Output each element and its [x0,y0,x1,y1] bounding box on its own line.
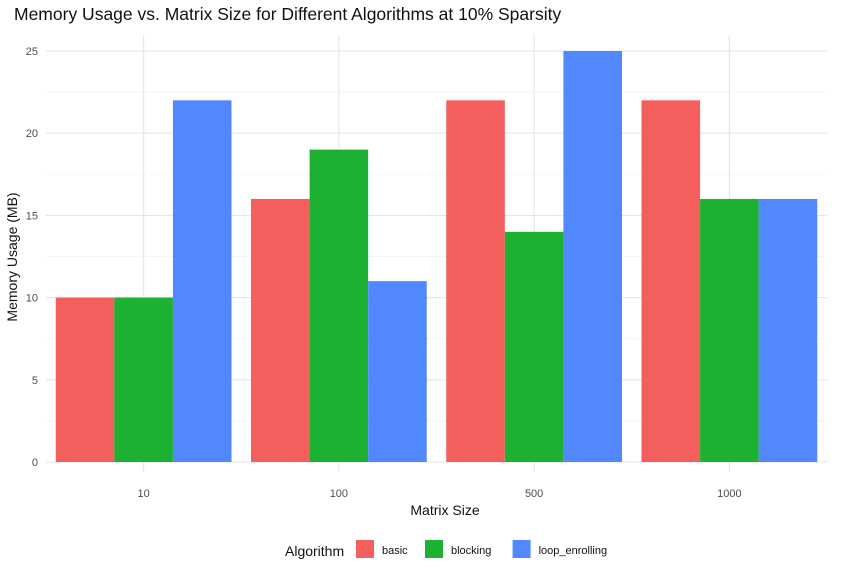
y-tick-label: 10 [26,293,38,305]
bar-basic-500 [446,100,505,462]
chart-title: Memory Usage vs. Matrix Size for Differe… [14,4,561,24]
y-tick-label: 20 [26,128,38,140]
bar-blocking-100 [309,149,369,462]
x-axis-title: Matrix Size [410,502,479,518]
x-tick-label: 1000 [717,488,741,500]
axis-layer: 0 5 10 15 20 25 10 100 500 1000 [26,46,742,500]
bar-blocking-1000 [700,198,759,462]
x-tick-label: 500 [525,488,543,500]
bar-loop_enrolling-1000 [758,198,818,462]
legend-key-loop_enrolling [512,540,531,558]
legend-label-basic: basic [382,545,408,557]
legend-label-loop_enrolling: loop_enrolling [539,545,608,557]
y-axis-title: Memory Usage (MB) [4,192,20,321]
legend-label-blocking: blocking [451,545,491,557]
bar-basic-1000 [641,100,701,462]
legend-key-blocking [425,540,443,558]
y-tick-label: 25 [26,46,38,58]
x-tick-label: 100 [330,488,348,500]
bar-blocking-500 [504,231,564,462]
bar-loop_enrolling-100 [368,281,427,462]
bar-basic-100 [251,198,310,462]
bar-blocking-10 [114,297,173,462]
x-tick-label: 10 [138,488,150,500]
y-tick-label: 5 [32,375,38,387]
legend: Algorithm basic blocking loop_enrolling [285,540,607,559]
bar-basic-10 [55,297,115,462]
y-tick-label: 0 [32,457,38,469]
bar-loop_enrolling-10 [172,100,232,462]
bar-loop_enrolling-500 [563,51,622,462]
legend-key-basic [356,540,374,558]
y-tick-label: 15 [26,210,38,222]
bars-layer [55,51,818,462]
legend-title: Algorithm [285,543,344,559]
